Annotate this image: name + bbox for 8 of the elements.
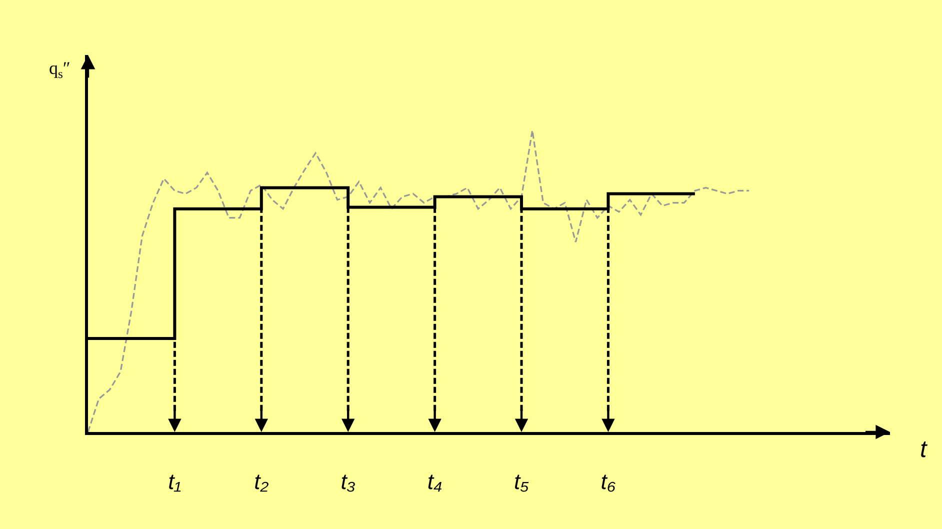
x-tick-label: t₆ <box>600 469 616 494</box>
x-tick-label: t₂ <box>254 469 270 494</box>
x-tick-label: t₅ <box>514 469 530 494</box>
x-axis-title: t <box>920 436 928 463</box>
x-tick-label: t₄ <box>427 469 442 494</box>
x-tick-label: t₁ <box>168 469 182 494</box>
y-axis-title: q$_{s}$″ <box>49 58 70 81</box>
x-tick-label: t₃ <box>340 469 356 494</box>
